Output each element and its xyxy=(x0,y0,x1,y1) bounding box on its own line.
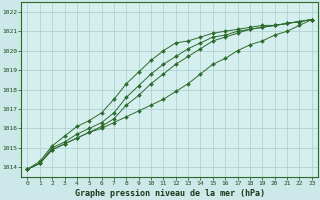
X-axis label: Graphe pression niveau de la mer (hPa): Graphe pression niveau de la mer (hPa) xyxy=(75,189,265,198)
